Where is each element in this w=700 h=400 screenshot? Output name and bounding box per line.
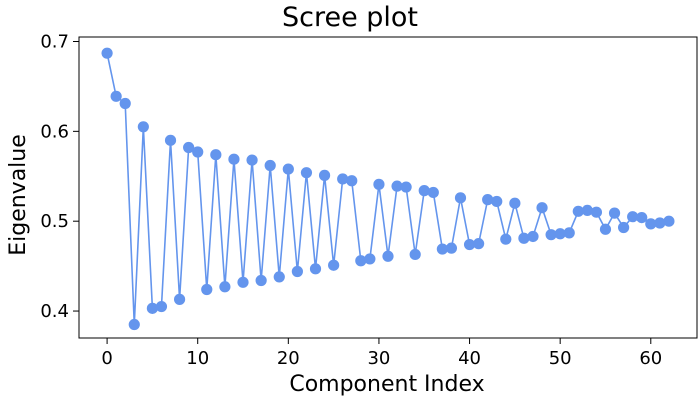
data-point: [228, 153, 240, 165]
data-point: [192, 146, 204, 158]
data-point: [545, 229, 557, 241]
data-point: [473, 238, 485, 250]
data-point: [463, 238, 476, 251]
data-point: [509, 197, 521, 209]
data-point: [101, 47, 113, 59]
data-point: [654, 217, 666, 229]
data-point: [210, 149, 222, 161]
data-point: [110, 90, 122, 102]
data-point: [364, 253, 376, 265]
data-point: [128, 318, 140, 331]
data-point: [482, 194, 494, 206]
data-point: [300, 167, 313, 179]
data-point: [219, 281, 231, 293]
data-point: [264, 159, 276, 172]
x-tick-label: 40: [458, 348, 481, 369]
data-point: [554, 228, 566, 240]
data-point: [627, 211, 639, 223]
data-point: [518, 232, 530, 244]
x-tick-label: 0: [101, 348, 112, 369]
data-point: [246, 154, 258, 166]
y-tick-label: 0.6: [40, 121, 69, 142]
data-point: [355, 255, 367, 267]
data-point: [391, 180, 403, 192]
data-point: [382, 250, 394, 262]
x-tick-label: 20: [277, 348, 300, 369]
x-axis-label: Component Index: [289, 372, 484, 397]
data-point: [491, 195, 503, 208]
data-point: [536, 202, 548, 214]
data-point: [146, 302, 158, 314]
x-tick-label: 10: [186, 348, 209, 369]
plot-frame: [78, 36, 698, 339]
x-tick-label: 30: [367, 348, 390, 369]
y-tick-label: 0.5: [40, 211, 69, 232]
axes: 0 10 20 30 40 50 60 0.4 0.5 0.6 0.7: [40, 31, 698, 369]
data-point: [273, 271, 285, 283]
data-point: [436, 243, 448, 255]
y-axis-label: Eigenvalue: [6, 134, 31, 256]
data-point: [645, 218, 657, 230]
data-point: [373, 178, 385, 190]
data-point: [608, 207, 621, 219]
series-scree: [101, 47, 675, 331]
data-point: [663, 215, 675, 227]
data-point: [590, 206, 603, 218]
data-point: [119, 97, 131, 110]
data-point: [454, 192, 467, 204]
x-tick-label: 50: [549, 348, 572, 369]
data-point: [563, 227, 575, 239]
data-point: [237, 276, 249, 288]
data-point: [346, 175, 358, 187]
data-point: [445, 242, 458, 254]
data-point: [155, 300, 168, 313]
data-point: [400, 181, 412, 193]
chart-title: Scree plot: [282, 2, 418, 33]
x-tick-label: 60: [639, 348, 662, 369]
data-point: [581, 204, 593, 217]
data-point: [137, 121, 149, 133]
y-tick-label: 0.4: [40, 301, 69, 322]
data-point: [255, 274, 267, 287]
data-point: [636, 212, 648, 224]
y-tick-label: 0.7: [40, 31, 69, 52]
data-point: [328, 259, 340, 271]
data-point: [418, 185, 430, 197]
data-point: [291, 265, 303, 278]
data-point: [527, 230, 539, 243]
data-point: [427, 186, 439, 199]
data-point: [282, 163, 294, 175]
data-point: [318, 169, 331, 181]
data-point: [309, 263, 322, 275]
data-point: [409, 248, 421, 261]
data-point: [164, 134, 177, 146]
data-point: [618, 221, 630, 234]
data-point: [500, 233, 512, 245]
data-point: [337, 173, 349, 185]
data-point: [572, 205, 584, 217]
series-line: [106, 53, 670, 325]
data-point: [173, 293, 186, 305]
data-point: [201, 283, 213, 296]
data-point: [183, 141, 195, 154]
data-point: [599, 223, 612, 235]
